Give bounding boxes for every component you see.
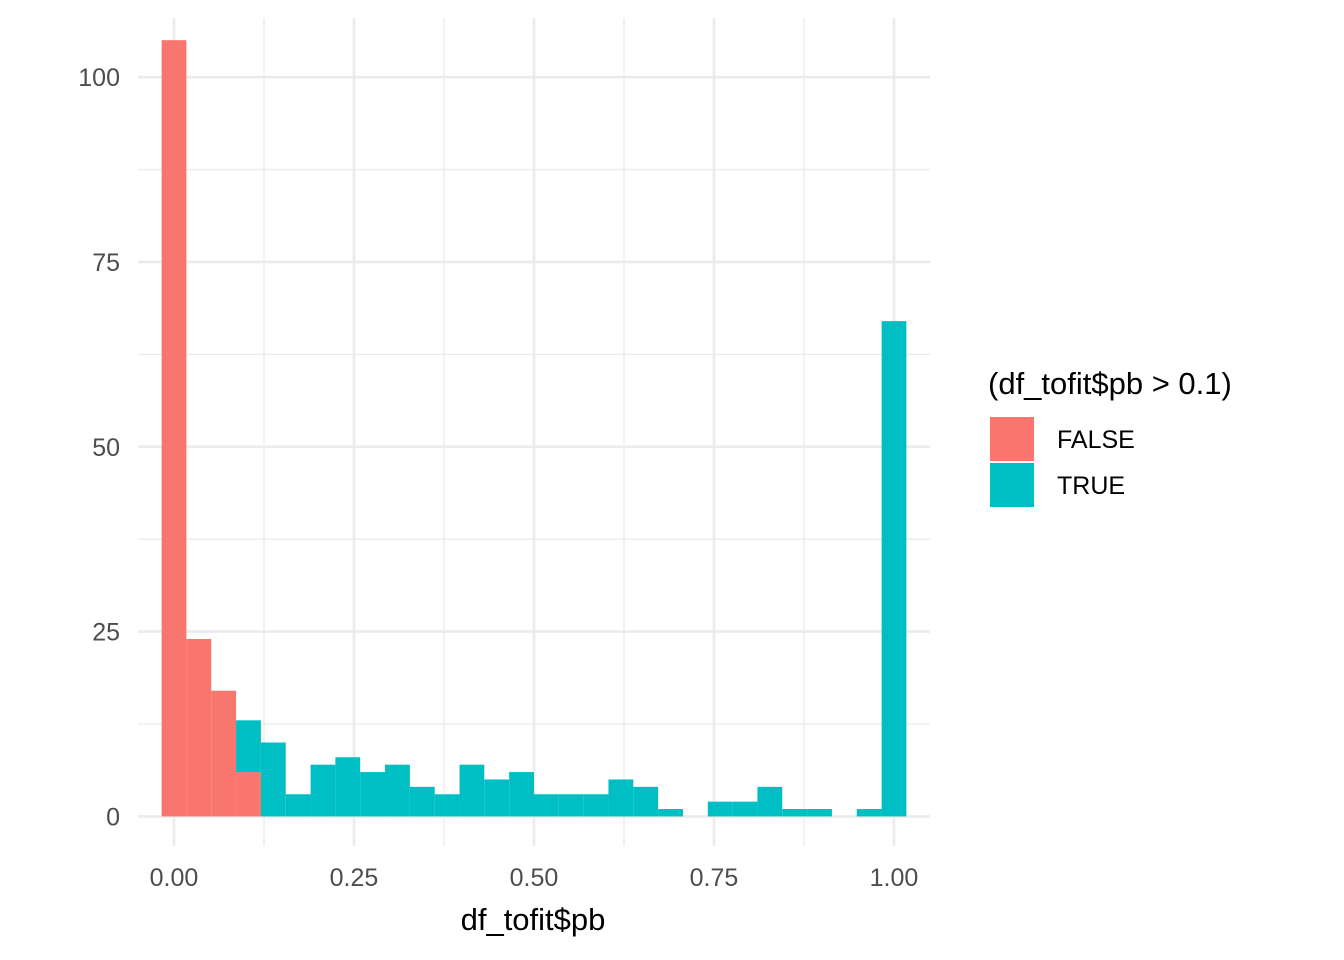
bar-true xyxy=(658,809,683,817)
bar-true xyxy=(434,794,460,817)
y-axis-ticks: 0 25 50 75 100 xyxy=(78,64,120,831)
bar-true xyxy=(856,809,882,817)
bar-true xyxy=(608,779,634,817)
bar-false xyxy=(236,772,261,817)
bar-true xyxy=(534,794,559,817)
legend-title: (df_tofit$pb > 0.1) xyxy=(988,366,1232,401)
x-tick-label: 0.50 xyxy=(510,864,559,892)
bar-true xyxy=(385,764,410,817)
legend-key-true xyxy=(990,463,1034,507)
y-tick-label: 50 xyxy=(92,434,120,462)
bar-true xyxy=(335,757,361,817)
legend-label-true: TRUE xyxy=(1057,472,1125,500)
y-tick-label: 25 xyxy=(92,619,120,647)
bar-true xyxy=(558,794,584,817)
bar-false xyxy=(161,40,187,817)
y-tick-label: 0 xyxy=(106,803,120,831)
bar-true xyxy=(583,794,609,817)
bar-true xyxy=(236,720,261,773)
y-tick-label: 75 xyxy=(92,249,120,277)
bar-false xyxy=(211,690,237,817)
bar-true xyxy=(285,794,311,817)
bar-true xyxy=(310,764,336,817)
y-tick-label: 100 xyxy=(78,64,120,92)
legend-key-false xyxy=(990,417,1034,461)
bar-true xyxy=(509,772,534,817)
bar-true xyxy=(782,809,808,817)
x-axis-title: df_tofit$pb xyxy=(461,902,606,937)
legend: (df_tofit$pb > 0.1) FALSE TRUE xyxy=(988,366,1232,507)
x-tick-label: 1.00 xyxy=(870,864,919,892)
x-tick-label: 0.75 xyxy=(690,864,739,892)
bar-true xyxy=(757,786,783,817)
bar-true xyxy=(260,742,286,817)
bar-true xyxy=(360,772,386,817)
bar-true xyxy=(484,779,510,817)
bar-true xyxy=(707,801,733,817)
bar-true xyxy=(409,786,435,817)
bar-true xyxy=(633,786,659,817)
bar-true xyxy=(807,809,832,817)
x-tick-label: 0.00 xyxy=(150,864,199,892)
bar-true xyxy=(732,801,758,817)
legend-label-false: FALSE xyxy=(1057,426,1135,454)
bar-false xyxy=(186,639,212,817)
histogram-bars xyxy=(161,40,907,817)
bar-true xyxy=(881,321,907,817)
x-tick-label: 0.25 xyxy=(330,864,379,892)
x-axis-ticks: 0.00 0.25 0.50 0.75 1.00 xyxy=(150,864,919,892)
bar-true xyxy=(459,764,485,817)
